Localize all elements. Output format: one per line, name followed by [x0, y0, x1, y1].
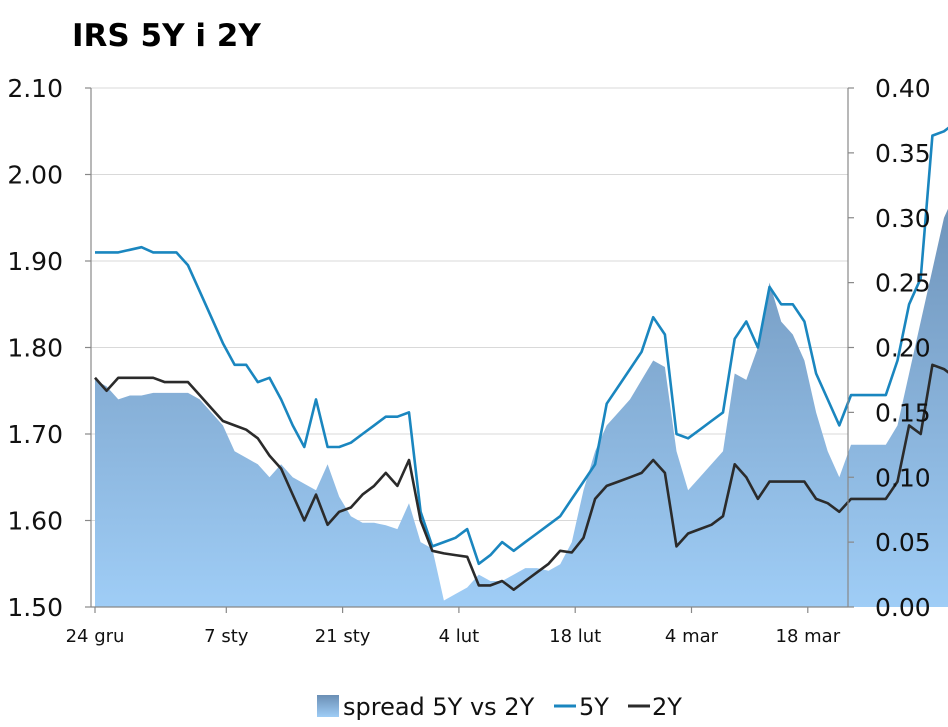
- left-tick-label: 2.10: [7, 74, 63, 103]
- x-tick-label: 24 gru: [66, 626, 125, 647]
- right-tick-label: 0.25: [875, 269, 931, 298]
- right-tick-label: 0.00: [875, 593, 931, 622]
- x-tick-label: 4 mar: [665, 626, 719, 647]
- left-tick-label: 2.00: [7, 161, 63, 190]
- left-tick-label: 1.80: [7, 334, 63, 363]
- right-tick-label: 0.30: [875, 204, 931, 233]
- right-tick-label: 0.10: [875, 463, 931, 492]
- right-tick-label: 0.35: [875, 139, 931, 168]
- right-tick-label: 0.05: [875, 528, 931, 557]
- legend: spread 5Y vs 2Y 5Y 2Y: [317, 693, 682, 721]
- legend-label-5y: 5Y: [579, 693, 609, 721]
- right-tick-label: 0.20: [875, 334, 931, 363]
- left-tick-label: 1.50: [7, 593, 63, 622]
- legend-label-spread: spread 5Y vs 2Y: [343, 693, 535, 721]
- left-tick-label: 1.70: [7, 420, 63, 449]
- left-tick-label: 1.60: [7, 507, 63, 536]
- x-tick-label: 21 sty: [315, 626, 371, 647]
- x-tick-label: 4 lut: [439, 626, 480, 647]
- x-tick-label: 18 mar: [776, 626, 841, 647]
- right-tick-label: 0.15: [875, 398, 931, 427]
- legend-swatch-spread: [317, 695, 339, 717]
- chart-title: IRS 5Y i 2Y: [72, 18, 261, 54]
- left-tick-label: 1.90: [7, 247, 63, 276]
- legend-label-2y: 2Y: [652, 693, 682, 721]
- x-tick-label: 7 sty: [204, 626, 249, 647]
- x-tick-label: 18 lut: [549, 626, 601, 647]
- series-line-2y: [94, 363, 948, 591]
- axis-ticks: 1.50 1.60 1.70 1.80 1.90 2.00 2.10 0.00 0.05 0.10…: [7, 74, 930, 647]
- right-tick-label: 0.40: [875, 74, 931, 103]
- spread-area: [95, 208, 948, 607]
